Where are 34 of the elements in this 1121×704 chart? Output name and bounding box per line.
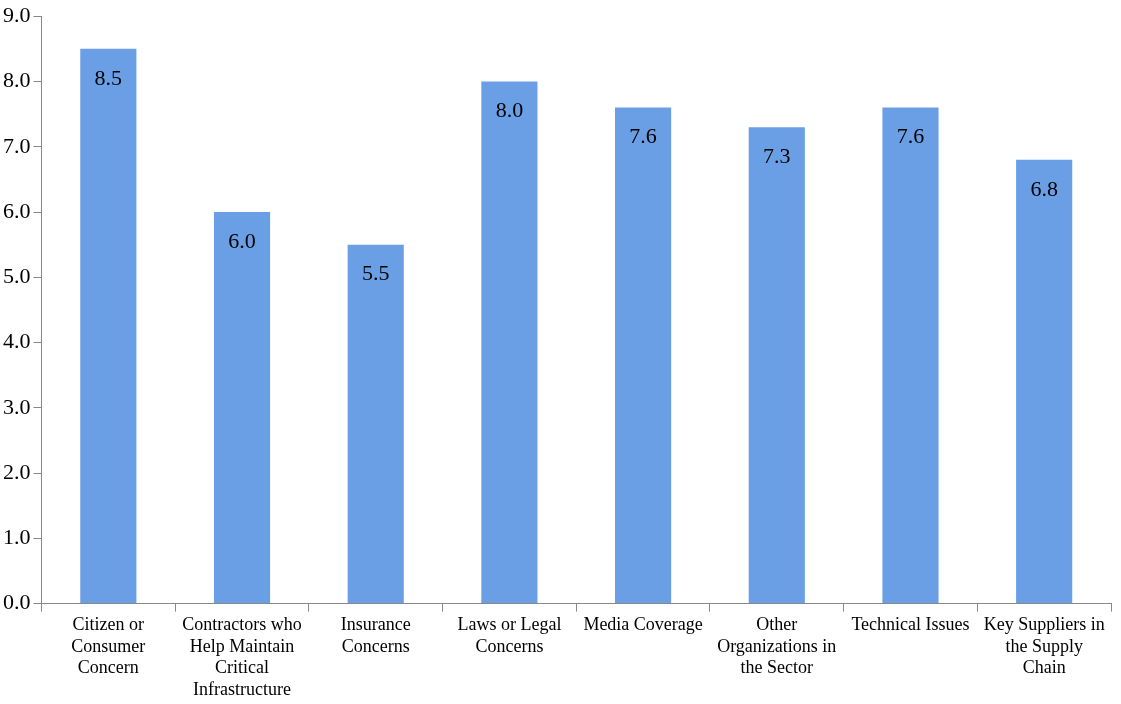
bar: [80, 48, 137, 604]
y-tick-label: 4.0: [3, 328, 31, 354]
bar: [882, 107, 939, 604]
y-tick-label: 2.0: [3, 458, 31, 484]
bar: [748, 127, 805, 604]
x-tick-label: Media Coverage: [583, 614, 703, 635]
y-tick-label: 3.0: [3, 393, 31, 419]
y-tick-label: 1.0: [3, 524, 31, 550]
data-label: 8.0: [495, 97, 524, 123]
data-label: 8.5: [94, 64, 123, 90]
x-tick-label: Key Suppliers in the Supply Chain: [983, 614, 1105, 678]
bar: [615, 107, 672, 604]
data-label: 6.0: [228, 227, 256, 253]
bar: [347, 244, 404, 604]
x-tick-label: Technical Issues: [851, 614, 970, 635]
x-tick-label: Laws or Legal Concerns: [457, 614, 562, 656]
y-tick-label: 8.0: [3, 67, 31, 93]
y-tick-label: 9.0: [3, 1, 31, 27]
data-label: 5.5: [361, 260, 390, 286]
x-tick-label: Contractors who Help Maintain Critical Infrastructure: [182, 614, 302, 699]
x-tick-label: Other Organizations in the Sector: [717, 614, 837, 678]
bar: [213, 212, 271, 604]
y-tick-label: 5.0: [3, 263, 31, 289]
y-tick-label: 0.0: [3, 589, 31, 615]
y-tick-label: 6.0: [3, 197, 31, 223]
data-label: 7.3: [763, 142, 791, 168]
x-tick-label: Insurance Concerns: [340, 614, 411, 656]
bar: [1016, 159, 1073, 604]
data-label: 7.6: [629, 123, 657, 149]
y-tick-label: 7.0: [3, 132, 31, 158]
data-label: 7.6: [896, 123, 925, 149]
x-tick-label: Citizen or Consumer Concern: [71, 614, 146, 678]
data-label: 6.8: [1030, 175, 1058, 201]
bar: [481, 81, 538, 604]
